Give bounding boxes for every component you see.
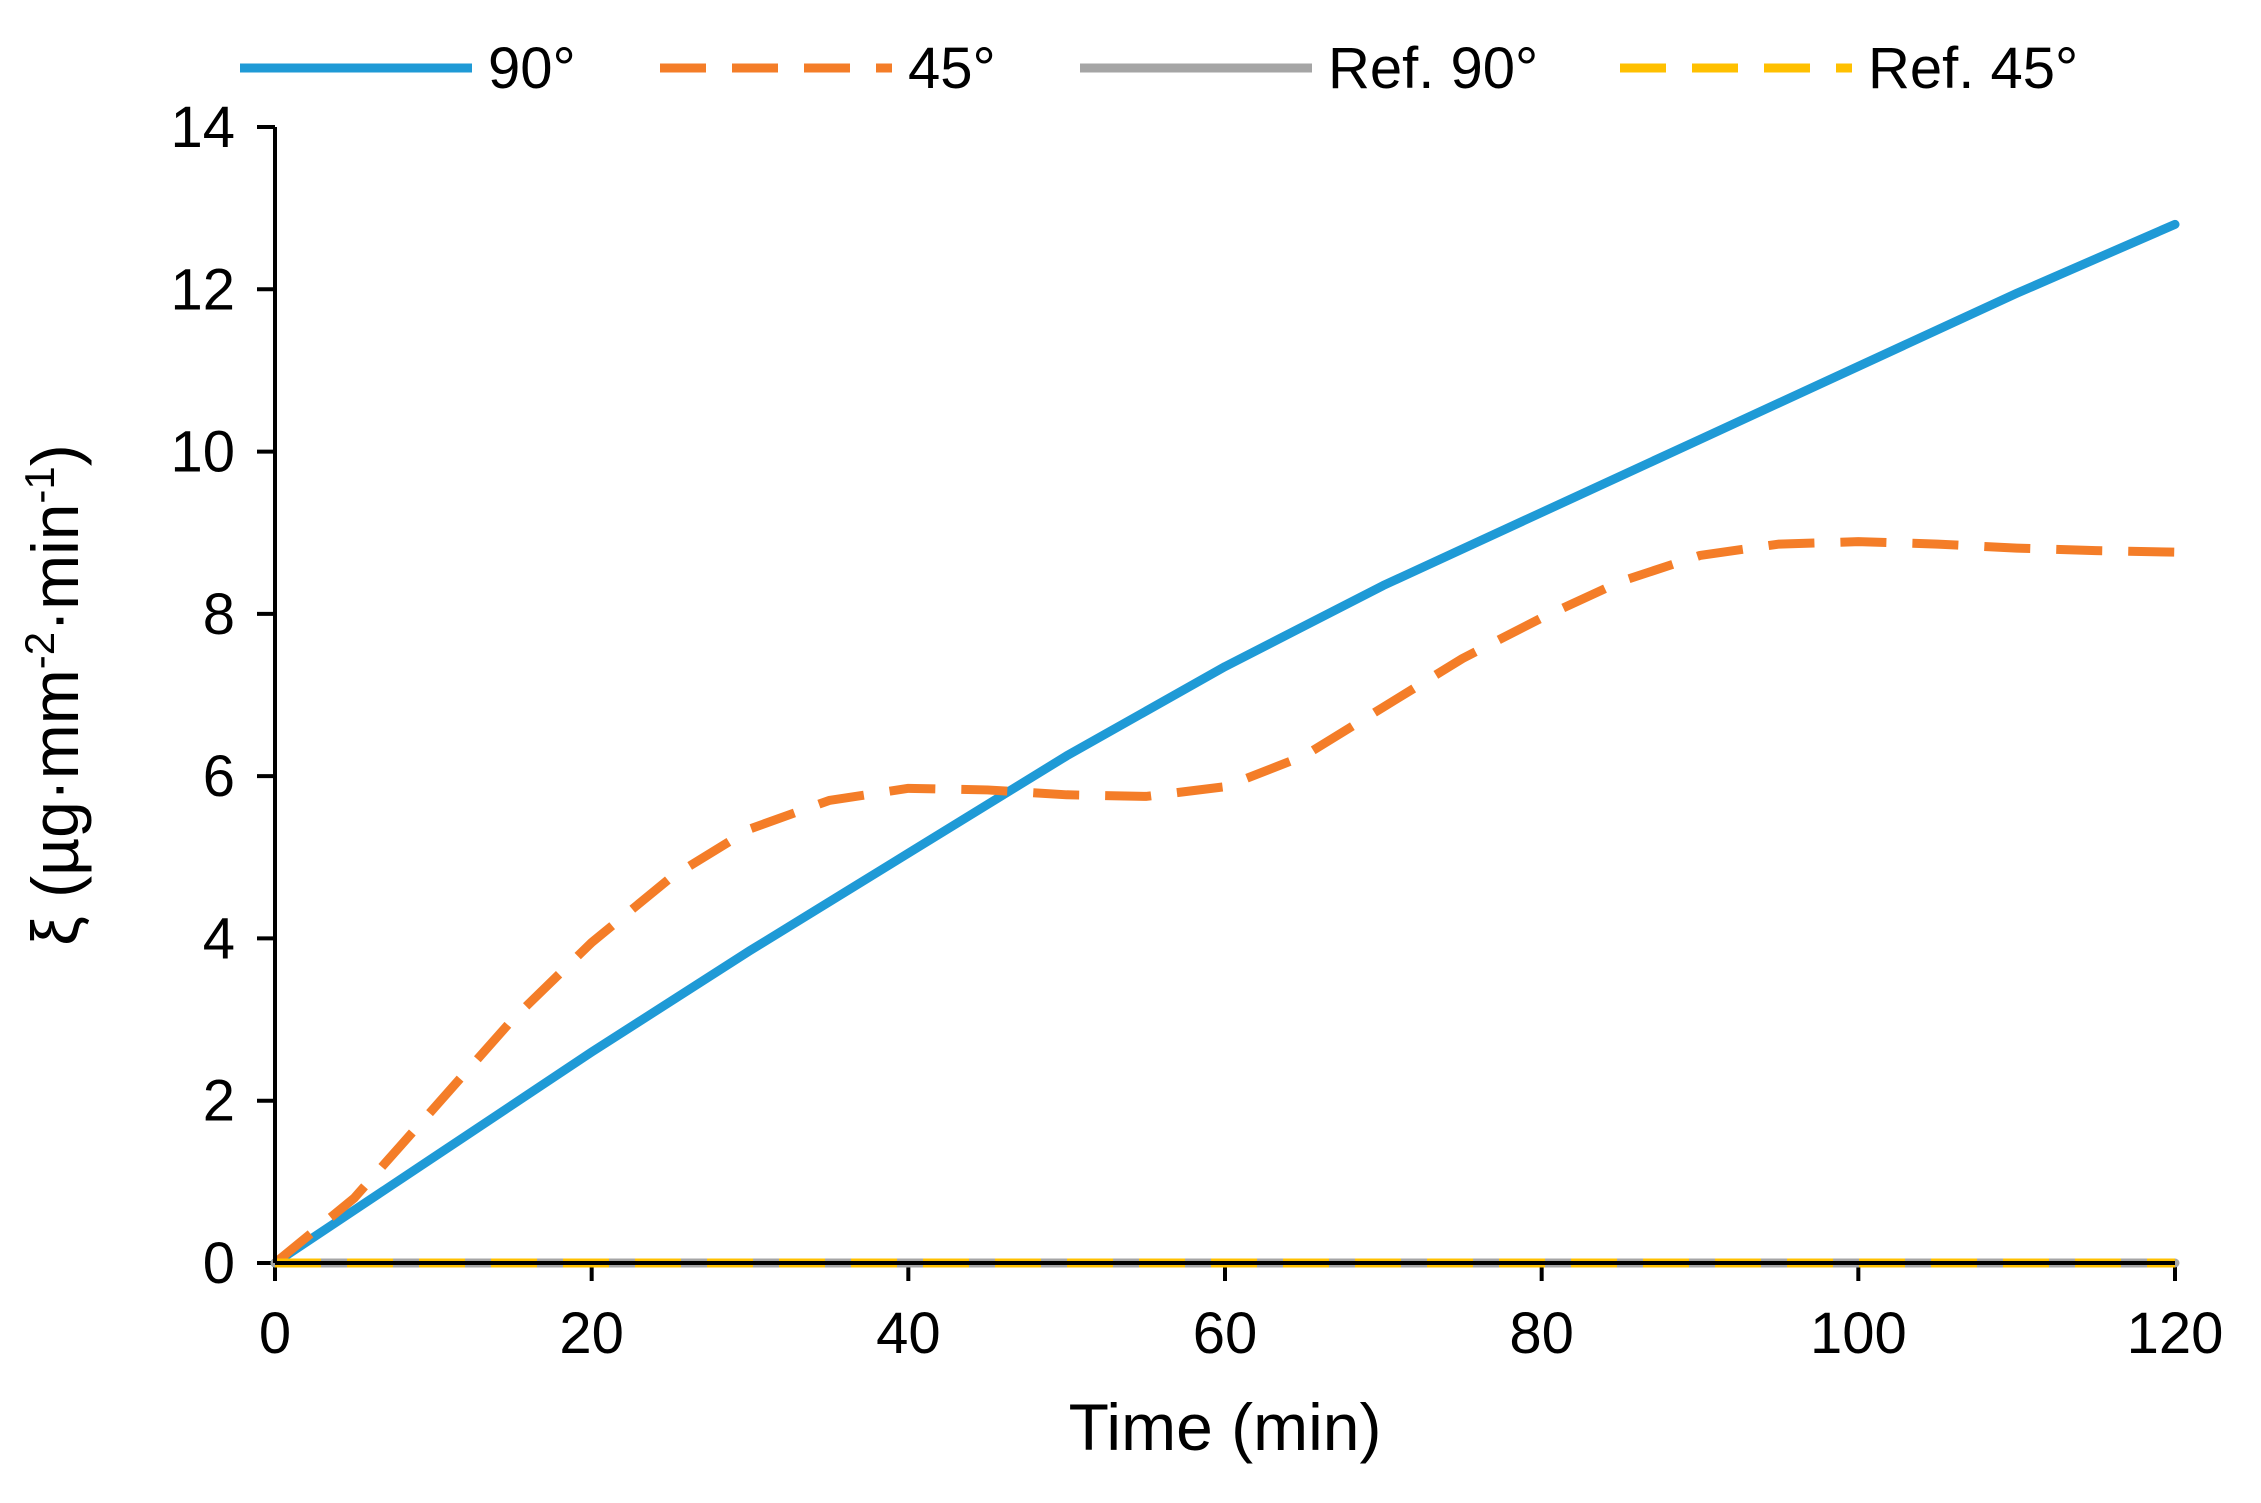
y-tick-label: 10 bbox=[170, 420, 235, 485]
legend-label: Ref. 90° bbox=[1328, 36, 1538, 101]
x-tick-label: 40 bbox=[876, 1301, 941, 1366]
y-tick-label: 6 bbox=[203, 744, 235, 809]
x-tick-label: 80 bbox=[1509, 1301, 1574, 1366]
x-tick-label: 60 bbox=[1193, 1301, 1258, 1366]
y-tick-label: 14 bbox=[170, 95, 235, 160]
y-axis-title: ξ (µg·mm-2·min-1) bbox=[16, 444, 92, 946]
x-axis-ticks: 0 20 40 60 80 100 120 bbox=[259, 1263, 2224, 1366]
legend-label: Ref. 45° bbox=[1868, 36, 2078, 101]
y-tick-label: 8 bbox=[203, 582, 235, 647]
legend-label: 90° bbox=[488, 36, 576, 101]
x-axis-title: Time (min) bbox=[1069, 1390, 1382, 1464]
y-axis-title-part: ·min bbox=[18, 504, 92, 632]
series-line-900 bbox=[270, 219, 2180, 1268]
x-tick-label: 120 bbox=[2127, 1301, 2224, 1366]
y-axis-title-superscript: -1 bbox=[16, 466, 63, 503]
y-axis-title-superscript: -2 bbox=[16, 632, 63, 669]
x-tick-label: 0 bbox=[259, 1301, 291, 1366]
x-tick-label: 20 bbox=[559, 1301, 624, 1366]
legend: 90° 45° Ref. 90° Ref. 45° bbox=[240, 36, 2078, 101]
y-axis-ticks: 0 2 4 6 8 10 12 14 bbox=[170, 95, 275, 1296]
y-tick-label: 4 bbox=[203, 906, 235, 971]
y-tick-label: 12 bbox=[170, 257, 235, 322]
y-tick-label: 2 bbox=[203, 1069, 235, 1134]
y-axis-title-part: ) bbox=[18, 444, 92, 466]
series-line-451 bbox=[272, 537, 2176, 1267]
x-tick-label: 100 bbox=[1810, 1301, 1907, 1366]
y-axis-title-part: ξ (µg·mm bbox=[18, 669, 92, 946]
y-tick-label: 0 bbox=[203, 1231, 235, 1296]
plot-series bbox=[270, 219, 2180, 1268]
legend-label: 45° bbox=[908, 36, 996, 101]
